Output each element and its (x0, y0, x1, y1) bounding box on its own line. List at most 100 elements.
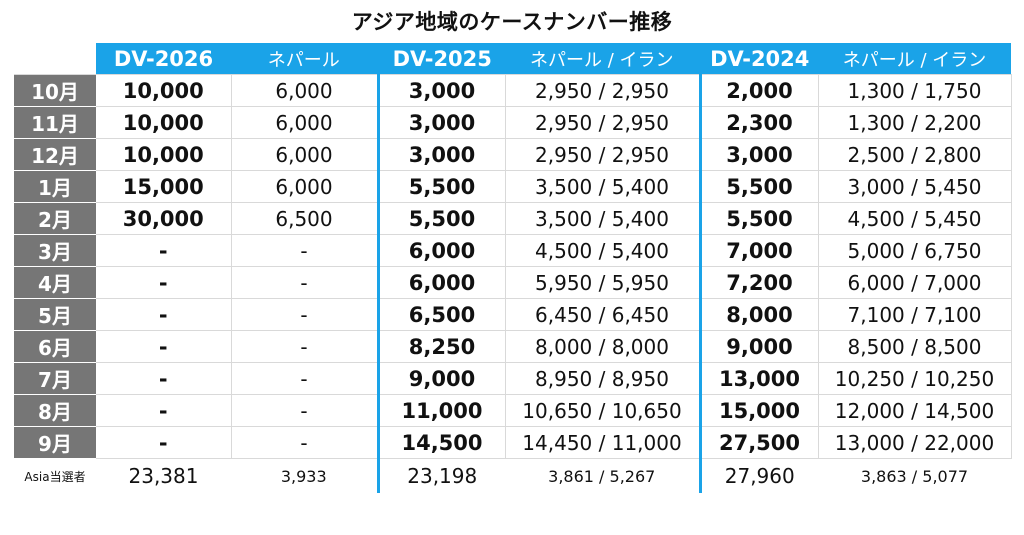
dv2024-asia-cell: 9,000 (698, 330, 819, 363)
dv2025-nepal-iran-cell: 4,500 / 5,400 (505, 234, 701, 267)
dv2024-nepal-iran-cell: 6,000 / 7,000 (818, 266, 1012, 299)
dv2026-nepal-cell: 6,000 (231, 138, 379, 171)
dv2024-asia-cell: 2,300 (698, 106, 819, 139)
dv2024-nepal-iran-cell: 2,500 / 2,800 (818, 138, 1012, 171)
dv2024-nepal-iran-cell: 3,000 / 5,450 (818, 170, 1012, 203)
dv2024-asia-cell: 15,000 (698, 394, 819, 427)
month-cell: 3月 (14, 234, 96, 267)
dv2026-nepal-cell: - (231, 362, 379, 395)
dv2024-asia-cell: 27,500 (698, 426, 819, 459)
header-dv2024-sub: ネパール / イラン (818, 43, 1011, 75)
dv2024-nepal-iran-cell: 4,500 / 5,450 (818, 202, 1012, 235)
header-dv2025: DV-2025 (376, 43, 505, 75)
dv2026-asia-cell: - (96, 330, 232, 363)
footer-label: Asia当選者 (24, 469, 86, 484)
dv2026-asia-cell: - (96, 298, 232, 331)
dv2026-nepal-cell: - (231, 426, 379, 459)
table-row: 1月 15,000 6,000 5,500 3,500 / 5,400 5,500 3,00… (14, 170, 1012, 203)
table-row: 11月 10,000 6,000 3,000 2,950 / 2,950 2,300 1,3… (14, 106, 1012, 139)
dv2026-nepal-cell: 6,000 (231, 106, 379, 139)
dv2025-nepal-iran-cell: 3,500 / 5,400 (505, 170, 701, 203)
dv2026-nepal-cell: - (231, 234, 379, 267)
dv2024-asia-cell: 2,000 (698, 74, 819, 107)
dv2025-asia-cell: 6,500 (376, 298, 506, 331)
table-row: 4月 - -6,000 5,950 / 5,950 7,200 6,000 / 7,000 (14, 266, 1012, 299)
dv2024-nepal-iran-cell: 12,000 / 14,500 (818, 394, 1012, 427)
dv2024-nepal-iran-cell: 10,250 / 10,250 (818, 362, 1012, 395)
dv2026-asia-cell: 15,000 (96, 170, 232, 203)
footer-dv2024-asia: 27,960 (698, 458, 818, 493)
dv2025-asia-cell: 6,000 (376, 234, 506, 267)
footer-dv2026-nepal: 3,933 (280, 466, 327, 486)
header-dv2026-sub: ネパール (231, 43, 378, 75)
footer-dv2025-asia: 23,198 (376, 458, 505, 493)
dv2025-nepal-iran-cell: 5,950 / 5,950 (505, 266, 701, 299)
dv2024-asia-cell: 7,200 (698, 266, 819, 299)
dv2026-nepal-cell: - (231, 298, 379, 331)
dv2025-asia-cell: 8,250 (376, 330, 506, 363)
dv2024-asia-cell: 8,000 (698, 298, 819, 331)
month-cell: 11月 (14, 106, 96, 139)
dv2025-asia-cell: 11,000 (376, 394, 506, 427)
table-row: 7月 - -9,000 8,950 / 8,950 13,000 10,250 / 10,… (14, 362, 1012, 395)
dv2026-asia-cell: 10,000 (96, 138, 232, 171)
header-corner (14, 43, 96, 75)
dv2024-asia-cell: 7,000 (698, 234, 819, 267)
dv2026-asia-cell: 10,000 (96, 74, 232, 107)
dv2024-asia-cell: 5,500 (698, 202, 819, 235)
header-dv2026: DV-2026 (96, 43, 231, 75)
footer-dv2026-asia: 23,381 (128, 464, 199, 488)
month-cell: 1月 (14, 170, 96, 203)
table-row: 8月 - -11,000 10,650 / 10,650 15,000 12,000 / … (14, 394, 1012, 427)
dv2026-asia-cell: - (96, 426, 232, 459)
dv2025-asia-cell: 3,000 (376, 138, 506, 171)
month-cell: 7月 (14, 362, 96, 395)
table-row: 6月 - -8,250 8,000 / 8,000 9,000 8,500 / 8,500 (14, 330, 1012, 363)
header-dv2024: DV-2024 (698, 43, 818, 75)
dv2026-nepal-cell: 6,500 (231, 202, 379, 235)
dv2025-nepal-iran-cell: 3,500 / 5,400 (505, 202, 701, 235)
dv2024-asia-cell: 13,000 (698, 362, 819, 395)
dv2024-nepal-iran-cell: 7,100 / 7,100 (818, 298, 1012, 331)
table-row: 5月 - -6,500 6,450 / 6,450 8,000 7,100 / 7,100 (14, 298, 1012, 331)
table-row: 12月 10,000 6,000 3,000 2,950 / 2,950 3,000 2,5… (14, 138, 1012, 171)
case-number-table: DV-2026 ネパール DV-2025 ネパール / イラン DV-2024 … (14, 43, 1012, 493)
dv2024-nepal-iran-cell: 5,000 / 6,750 (818, 234, 1012, 267)
dv2025-nepal-iran-cell: 8,000 / 8,000 (505, 330, 701, 363)
table-row: 2月 30,000 6,500 5,500 3,500 / 5,400 5,500 4,50… (14, 202, 1012, 235)
dv2024-nepal-iran-cell: 1,300 / 2,200 (818, 106, 1012, 139)
dv2025-asia-cell: 14,500 (376, 426, 506, 459)
footer-dv2025-nepal-iran: 3,861 / 5,267 (548, 466, 656, 486)
dv2025-asia-cell: 3,000 (376, 74, 506, 107)
table-row: 3月 - -6,000 4,500 / 5,400 7,000 5,000 / 6,750 (14, 234, 1012, 267)
dv2025-asia-cell: 5,500 (376, 170, 506, 203)
dv2025-nepal-iran-cell: 2,950 / 2,950 (505, 74, 701, 107)
dv2025-nepal-iran-cell: 6,450 / 6,450 (505, 298, 701, 331)
month-cell: 5月 (14, 298, 96, 331)
footer-dv2024-nepal-iran: 3,863 / 5,077 (860, 466, 969, 486)
header-dv2025-sub: ネパール / イラン (505, 43, 700, 75)
dv2025-asia-cell: 3,000 (376, 106, 506, 139)
dv2026-nepal-cell: - (231, 330, 379, 363)
dv2024-nepal-iran-cell: 13,000 / 22,000 (818, 426, 1012, 459)
month-cell: 9月 (14, 426, 96, 459)
dv2024-asia-cell: 5,500 (698, 170, 819, 203)
dv2024-nepal-iran-cell: 8,500 / 8,500 (818, 330, 1012, 363)
dv2026-nepal-cell: 6,000 (231, 74, 379, 107)
dv2026-asia-cell: - (96, 266, 232, 299)
dv2026-asia-cell: - (96, 394, 232, 427)
month-cell: 10月 (14, 74, 96, 107)
header-row: DV-2026 ネパール DV-2025 ネパール / イラン DV-2024 … (14, 43, 1011, 75)
dv2025-nepal-iran-cell: 8,950 / 8,950 (505, 362, 701, 395)
dv2025-nepal-iran-cell: 2,950 / 2,950 (505, 106, 701, 139)
month-cell: 12月 (14, 138, 96, 171)
dv2025-nepal-iran-cell: 2,950 / 2,950 (505, 138, 701, 171)
page-title: アジア地域のケースナンバー推移 (351, 10, 673, 34)
month-cell: 2月 (14, 202, 96, 235)
dv2025-nepal-iran-cell: 14,450 / 11,000 (505, 426, 701, 459)
dv2025-nepal-iran-cell: 10,650 / 10,650 (505, 394, 701, 427)
dv2025-asia-cell: 9,000 (376, 362, 506, 395)
dv2024-nepal-iran-cell: 1,300 / 1,750 (818, 74, 1012, 107)
dv2025-asia-cell: 6,000 (376, 266, 506, 299)
footer-row: Asia当選者 23,381 3,933 23,198 3,861 / 5,26… (14, 458, 1011, 493)
